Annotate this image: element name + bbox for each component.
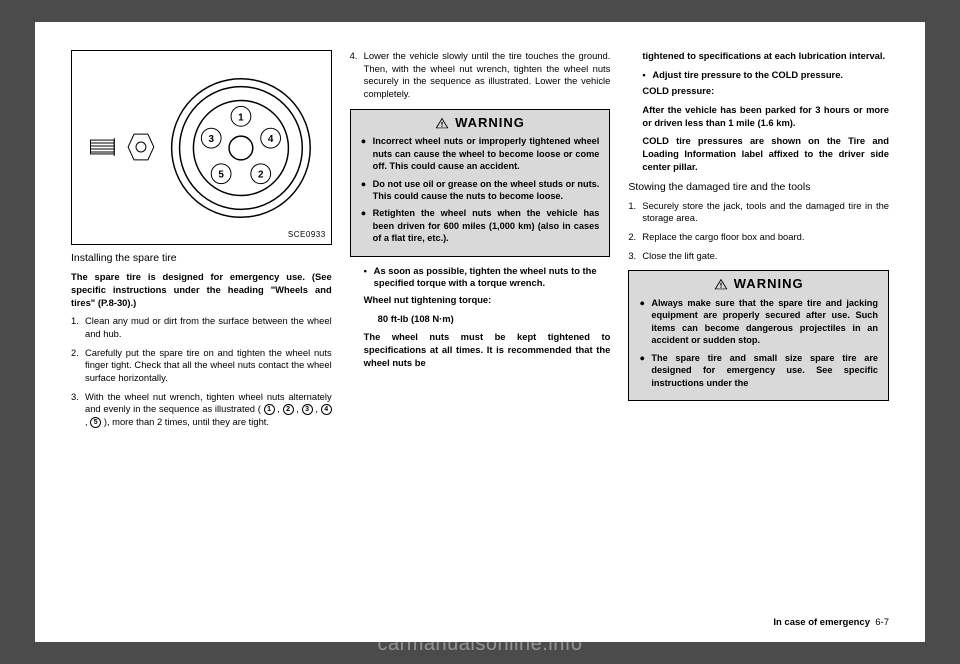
lug-ref-4: 4 [321,404,332,415]
step-number: 2. [628,231,642,244]
list-item: 4. Lower the vehicle slowly until the ti… [350,50,611,101]
warn-text: Retighten the wheel nuts when the vehicl… [373,207,600,244]
list-item: ●Do not use oil or grease on the wheel s… [361,178,600,203]
step-text: Close the lift gate. [642,250,889,263]
wheel-diagram: 1 4 2 5 3 SCE0933 [71,50,332,245]
warn-text: Always make sure that the spare tire and… [651,297,878,347]
column-1: 1 4 2 5 3 SCE0933 Installing the spare t… [71,50,332,622]
cont-text: tightened to specifications at each lubr… [628,50,889,63]
step-text: With the wheel nut wrench, tighten wheel… [85,391,332,429]
warning-heading: WARNING [629,271,888,295]
step-text: Lower the vehicle slowly until the tire … [364,50,611,101]
list-item: 2. Carefully put the spare tire on and t… [71,347,332,385]
svg-text:3: 3 [208,134,214,145]
cold-desc: After the vehicle has been parked for 3 … [628,104,889,129]
post-text: As soon as possible, tighten the wheel n… [374,265,611,290]
list-item: ●Incorrect wheel nuts or improperly tigh… [361,135,600,172]
install-steps: 1. Clean any mud or dirt from the surfac… [71,315,332,429]
cold-bullet: • Adjust tire pressure to the COLD press… [628,69,889,82]
step-number: 4. [350,50,364,101]
manual-page: 1 4 2 5 3 SCE0933 Installing the spare t… [35,22,925,642]
bullet-dot: • [642,69,652,82]
warn-text: Do not use oil or grease on the wheel st… [373,178,600,203]
cold-desc-2: COLD tire pressures are shown on the Tir… [628,135,889,173]
lug-ref-5: 5 [90,417,101,428]
warning-icon [435,117,449,129]
warn-text: The spare tire and small size spare tire… [651,352,878,389]
list-item: ●Always make sure that the spare tire an… [639,297,878,347]
svg-text:1: 1 [238,112,244,123]
wheel-svg: 1 4 2 5 3 [72,51,331,244]
install-steps-cont: 4. Lower the vehicle slowly until the ti… [350,50,611,101]
column-2: 4. Lower the vehicle slowly until the ti… [350,50,611,622]
warning-heading: WARNING [351,110,610,134]
column-3: tightened to specifications at each lubr… [628,50,889,622]
warning-box: WARNING ●Incorrect wheel nuts or imprope… [350,109,611,257]
section-name: In case of emergency [773,617,870,628]
warning-box: WARNING ●Always make sure that the spare… [628,270,889,401]
step-text: Securely store the jack, tools and the d… [642,200,889,225]
lug-ref-1: 1 [264,404,275,415]
step-text: Replace the cargo floor box and board. [642,231,889,244]
subheading-stowing: Stowing the damaged tire and the tools [628,180,889,194]
warn-text: Incorrect wheel nuts or improperly tight… [373,135,600,172]
cold-label: COLD pressure: [628,85,889,98]
post-bullet: • As soon as possible, tighten the wheel… [350,265,611,290]
lug-ref-3: 3 [302,404,313,415]
list-item: 2.Replace the cargo floor box and board. [628,231,889,244]
svg-text:5: 5 [218,170,224,181]
warning-list: ●Incorrect wheel nuts or improperly tigh… [351,133,610,255]
page-footer: In case of emergency 6-7 [773,617,889,628]
list-item: 3.Close the lift gate. [628,250,889,263]
torque-value: 80 ft-lb (108 N·m) [350,313,611,326]
step-text: Carefully put the spare tire on and tigh… [85,347,332,385]
step-number: 1. [628,200,642,225]
list-item: 1. Clean any mud or dirt from the surfac… [71,315,332,340]
step-number: 2. [71,347,85,385]
step-number: 1. [71,315,85,340]
warning-icon [714,278,728,290]
list-item: ●Retighten the wheel nuts when the vehic… [361,207,600,244]
torque-label: Wheel nut tightening torque: [350,294,611,307]
svg-text:4: 4 [268,134,274,145]
bullet-dot: • [364,265,374,290]
step-number: 3. [71,391,85,429]
spare-tire-intro: The spare tire is designed for emergency… [71,271,332,309]
stow-steps: 1.Securely store the jack, tools and the… [628,200,889,263]
warning-list: ●Always make sure that the spare tire an… [629,295,888,400]
step3-text-a: With the wheel nut wrench, tighten wheel… [85,391,332,415]
step-text: Clean any mud or dirt from the surface b… [85,315,332,340]
list-item: 1.Securely store the jack, tools and the… [628,200,889,225]
list-item: 3. With the wheel nut wrench, tighten wh… [71,391,332,429]
page-number: 6-7 [875,617,889,628]
warning-label: WARNING [734,275,804,293]
step3-text-b: ), more than 2 times, until they are tig… [104,416,269,427]
list-item: ●The spare tire and small size spare tir… [639,352,878,389]
lug-ref-2: 2 [283,404,294,415]
warning-label: WARNING [455,114,525,132]
diagram-code: SCE0933 [288,230,326,241]
cold-text: Adjust tire pressure to the COLD pressur… [652,69,889,82]
subheading-installing: Installing the spare tire [71,251,332,265]
step-number: 3. [628,250,642,263]
post-text-2: The wheel nuts must be kept tightened to… [350,331,611,369]
svg-text:2: 2 [258,170,264,181]
